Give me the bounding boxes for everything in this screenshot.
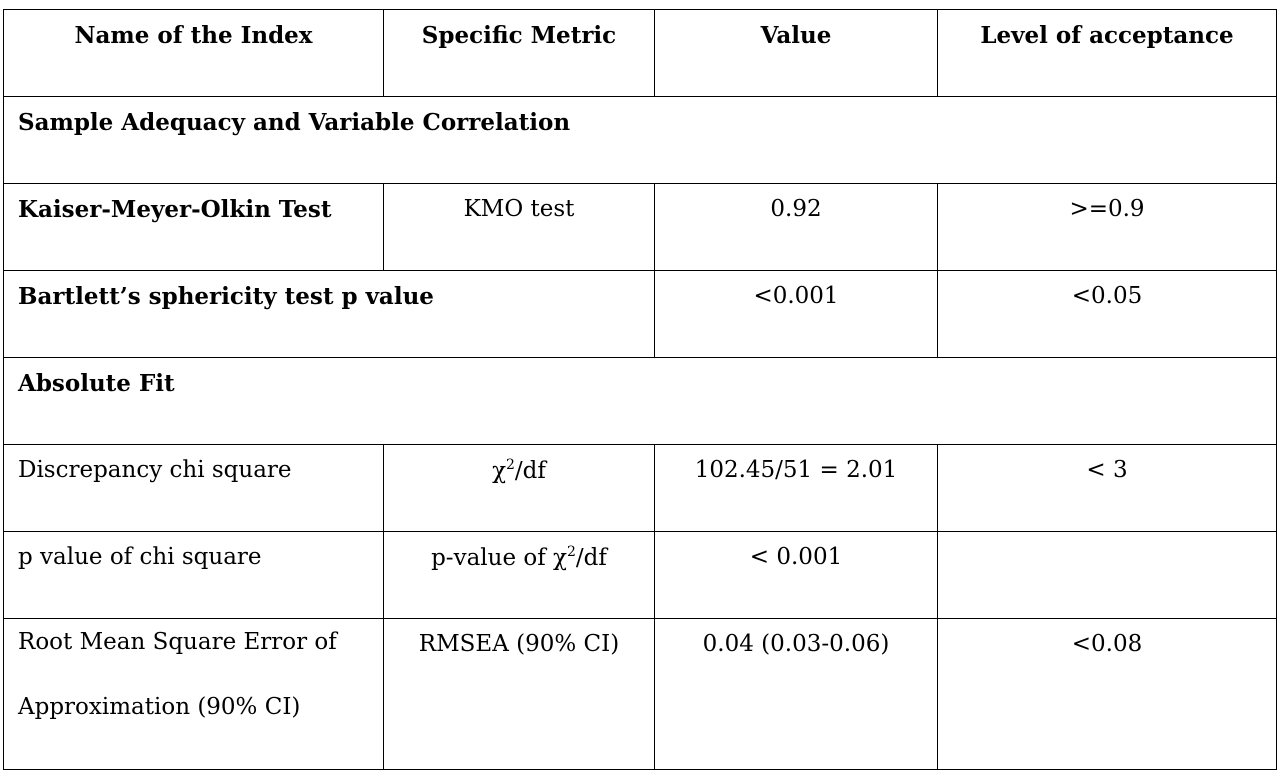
value-cell: < 0.001 [654,531,938,619]
column-header: Level of acceptance [937,9,1277,97]
section-row: Absolute Fit [3,357,1277,445]
value-cell: 0.04 (0.03-0.06) [654,618,938,770]
column-header: Specific Metric [383,9,655,97]
value-cell: 0.92 [654,183,938,271]
metric-cell: RMSEA (90% CI) [383,618,655,770]
table-row: Bartlett’s sphericity test p value <0.00… [3,270,1277,358]
index-name: Bartlett’s sphericity test p value [3,270,655,358]
metric-cell: KMO test [383,183,655,271]
metric-cell: χ2/df [383,444,655,532]
acceptance-cell: >=0.9 [937,183,1277,271]
column-header: Name of the Index [3,9,384,97]
column-header: Value [654,9,938,97]
table-row: Kaiser-Meyer-Olkin Test KMO test 0.92 >=… [3,183,1277,271]
metric-tail: /df [575,545,607,571]
value-cell: 102.45/51 = 2.01 [654,444,938,532]
acceptance-cell: <0.08 [937,618,1277,770]
index-name-line: Approximation (90% CI) [18,694,301,720]
header-row: Name of the Index Specific Metric Value … [3,9,1277,97]
section-title: Absolute Fit [3,357,1277,445]
index-name: Root Mean Square Error of Approximation … [3,618,384,770]
fit-indices-table: Name of the Index Specific Metric Value … [3,9,1277,770]
metric-superscript: 2 [566,544,576,560]
table-row: Root Mean Square Error of Approximation … [3,618,1277,770]
acceptance-cell: < 3 [937,444,1277,532]
acceptance-cell [937,531,1277,619]
metric-tail: /df [514,458,546,484]
metric-base: p-value of χ [431,545,567,571]
table-row: p value of chi square p-value of χ2/df <… [3,531,1277,619]
index-name: p value of chi square [3,531,384,619]
index-name: Kaiser-Meyer-Olkin Test [3,183,384,271]
value-cell: <0.001 [654,270,938,358]
metric-superscript: 2 [506,457,515,473]
metric-base: χ [492,458,506,484]
index-name-line: Root Mean Square Error of [18,629,337,655]
metric-cell: p-value of χ2/df [383,531,655,619]
index-name: Discrepancy chi square [3,444,384,532]
section-row: Sample Adequacy and Variable Correlation [3,96,1277,184]
section-title: Sample Adequacy and Variable Correlation [3,96,1277,184]
acceptance-cell: <0.05 [937,270,1277,358]
table-row: Discrepancy chi square χ2/df 102.45/51 =… [3,444,1277,532]
